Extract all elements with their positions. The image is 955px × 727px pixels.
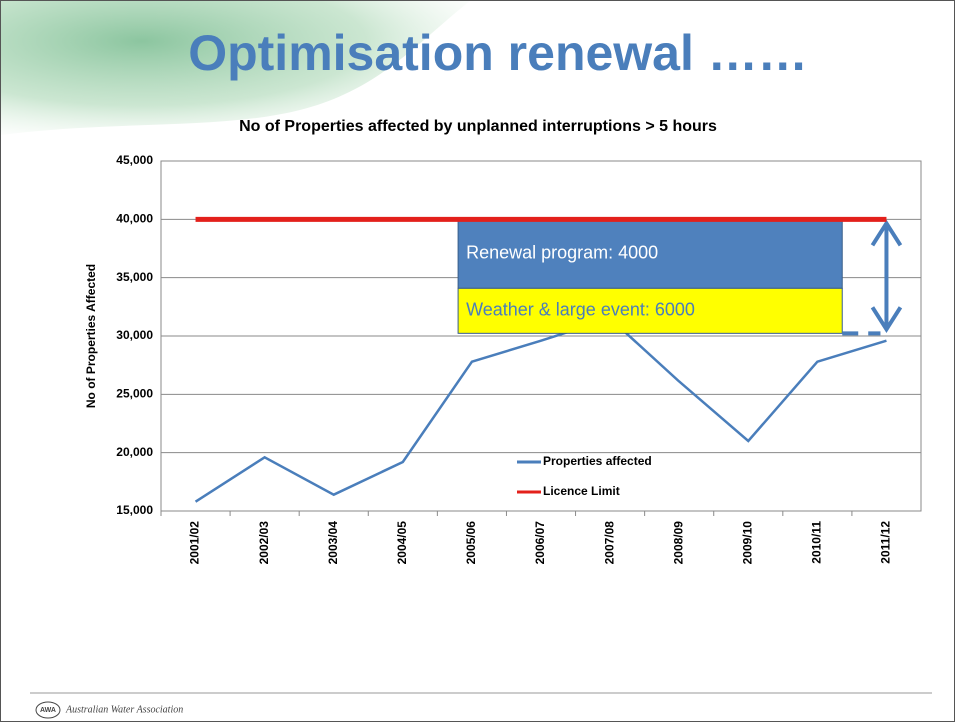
- x-tick-label: 2004/05: [395, 521, 409, 565]
- x-tick-label: 2011/12: [879, 521, 893, 564]
- footer-text: Australian Water Association: [65, 704, 183, 715]
- x-tick-label: 2001/02: [188, 521, 202, 565]
- legend-label: Licence Limit: [543, 484, 620, 498]
- y-tick-label: 15,000: [116, 503, 153, 517]
- y-tick-label: 45,000: [116, 153, 153, 167]
- slide-title: Optimisation renewal ……: [188, 25, 808, 81]
- annotation-text: Renewal program: 4000: [466, 243, 658, 263]
- logo: AWA: [40, 707, 56, 714]
- annotation-text: Weather & large event: 6000: [466, 300, 695, 320]
- y-axis-label: No of Properties Affected: [84, 264, 98, 408]
- x-tick-label: 2007/08: [602, 521, 616, 565]
- chart-title: No of Properties affected by unplanned i…: [239, 118, 717, 135]
- y-tick-label: 25,000: [116, 387, 153, 401]
- x-tick-label: 2008/09: [671, 521, 685, 565]
- y-tick-label: 35,000: [116, 270, 153, 284]
- y-tick-label: 20,000: [116, 445, 153, 459]
- y-tick-label: 40,000: [116, 212, 153, 226]
- y-tick-label: 30,000: [116, 328, 153, 342]
- x-tick-label: 2010/11: [810, 521, 824, 564]
- x-tick-label: 2003/04: [326, 521, 340, 565]
- x-tick-label: 2009/10: [740, 521, 754, 565]
- slide: Optimisation renewal …… No of Properties…: [0, 0, 955, 722]
- x-tick-label: 2002/03: [257, 521, 271, 565]
- x-tick-label: 2005/06: [464, 521, 478, 565]
- legend-label: Properties affected: [543, 454, 652, 468]
- x-tick-label: 2006/07: [533, 521, 547, 565]
